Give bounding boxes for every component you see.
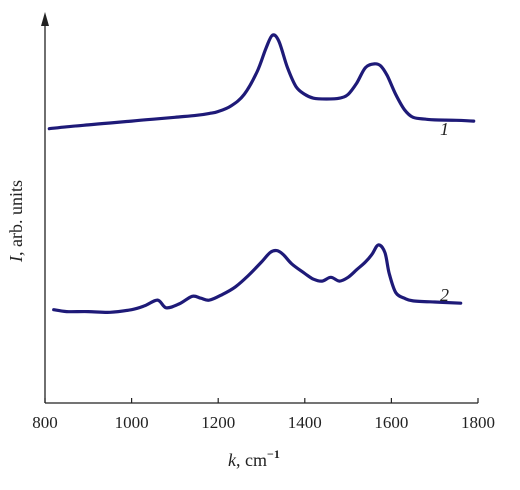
x-tick-label: 1600 [374, 413, 408, 432]
y-axis-arrow [41, 12, 49, 26]
x-axis-exp: −1 [267, 447, 280, 461]
series-group [47, 33, 476, 314]
x-tick-label: 1200 [201, 413, 235, 432]
x-tick-label: 800 [32, 413, 58, 432]
watermark-text: 头条 @侃娱的阿蔓 [398, 466, 514, 483]
x-axis-unit: , cm [236, 450, 267, 470]
series-line-1 [47, 33, 476, 131]
x-tick-labels: 800 1000 1200 1400 1600 1800 [32, 413, 495, 432]
y-axis-var: I [6, 255, 26, 263]
x-tick-label: 1800 [461, 413, 495, 432]
x-axis-var: k [228, 450, 237, 470]
x-axis-title: k, cm−1 [228, 447, 280, 470]
series-label-1: 1 [440, 119, 449, 139]
x-ticks [44, 398, 479, 403]
x-tick-label: 1400 [288, 413, 322, 432]
y-axis-title: I, arb. units [6, 180, 26, 263]
series-label-2: 2 [440, 285, 449, 305]
y-axis-unit: , arb. units [6, 180, 26, 256]
x-tick-label: 1000 [115, 413, 149, 432]
series-line-2 [52, 243, 463, 314]
